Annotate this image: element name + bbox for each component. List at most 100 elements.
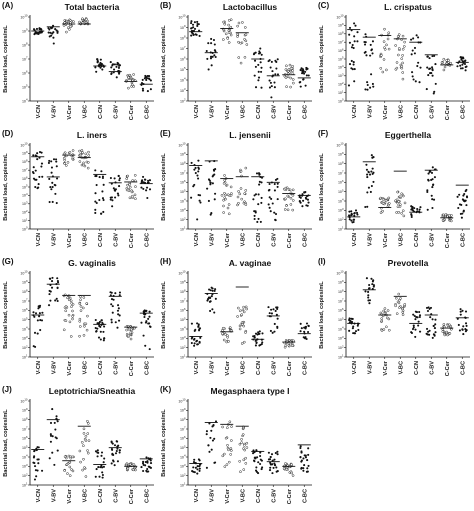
data-point xyxy=(238,309,242,313)
data-point xyxy=(371,40,375,43)
data-point xyxy=(244,166,248,170)
data-point xyxy=(141,78,144,81)
data-point xyxy=(82,427,86,431)
y-tick-label: 109 xyxy=(180,151,186,157)
data-point xyxy=(396,202,400,205)
data-point xyxy=(269,81,272,84)
data-point xyxy=(146,90,149,93)
panel-title: G. vaginalis xyxy=(68,258,116,268)
data-point xyxy=(268,206,271,209)
x-tick-label: V-CN xyxy=(352,361,358,374)
x-tick-label: C-CN xyxy=(256,105,262,119)
data-point xyxy=(419,206,422,209)
data-point xyxy=(190,20,193,23)
data-point xyxy=(191,32,194,35)
data-point xyxy=(79,460,82,464)
data-point xyxy=(192,185,195,188)
data-point xyxy=(83,437,87,441)
data-point xyxy=(367,171,370,174)
y-tick-label: 106 xyxy=(180,56,186,62)
data-point xyxy=(236,32,239,36)
data-point xyxy=(206,187,209,190)
data-point xyxy=(229,453,232,456)
data-point xyxy=(86,420,89,423)
data-point xyxy=(388,328,391,332)
data-point xyxy=(383,46,386,49)
data-point xyxy=(82,296,86,299)
data-point xyxy=(198,29,201,32)
data-point xyxy=(401,313,405,316)
data-point xyxy=(148,179,152,182)
data-point xyxy=(403,45,406,48)
data-point xyxy=(100,454,103,457)
data-point xyxy=(348,329,351,332)
data-point xyxy=(197,167,200,170)
data-point xyxy=(276,182,279,185)
data-point xyxy=(87,451,90,455)
data-point xyxy=(366,173,369,176)
data-point xyxy=(418,208,421,211)
x-tick-label: C-BV xyxy=(429,361,435,375)
data-point xyxy=(102,198,105,202)
data-point xyxy=(128,183,132,186)
data-point xyxy=(463,62,467,66)
data-point xyxy=(198,34,201,38)
x-tick-label: C-BC xyxy=(460,105,466,119)
data-point xyxy=(306,459,309,462)
data-point xyxy=(129,76,133,80)
data-point xyxy=(213,311,216,314)
x-tick-label: C-Cer xyxy=(445,360,451,376)
data-point xyxy=(32,456,35,459)
data-point xyxy=(401,310,405,314)
data-point xyxy=(304,454,307,457)
data-point xyxy=(397,53,400,57)
y-tick-label: 103 xyxy=(338,207,344,213)
data-point xyxy=(198,467,201,470)
data-point xyxy=(465,188,468,191)
data-point xyxy=(49,299,52,302)
data-point xyxy=(242,447,245,450)
data-point xyxy=(84,18,88,21)
data-point xyxy=(260,459,263,462)
data-point xyxy=(271,70,274,73)
y-tick-label: 1010 xyxy=(336,142,344,148)
data-point xyxy=(94,169,97,172)
data-point xyxy=(196,218,199,221)
data-point xyxy=(289,67,293,70)
data-point xyxy=(68,28,71,31)
data-point xyxy=(418,81,421,84)
data-point xyxy=(425,88,428,91)
data-point xyxy=(111,199,114,202)
data-point xyxy=(197,177,200,180)
y-axis-label: Bacterial load, copies/mL xyxy=(3,25,9,93)
data-point xyxy=(193,168,196,171)
data-point xyxy=(117,307,120,310)
panel-letter: (I) xyxy=(318,257,326,266)
data-point xyxy=(307,464,310,467)
data-point xyxy=(71,317,74,321)
y-tick-label: 105 xyxy=(180,444,186,450)
data-point xyxy=(443,65,447,69)
data-point xyxy=(259,51,262,54)
data-point xyxy=(223,452,226,456)
data-point xyxy=(267,458,270,461)
data-point xyxy=(431,166,434,169)
y-tick-label: 102 xyxy=(338,216,344,222)
data-point xyxy=(99,338,102,341)
y-tick-label: 106 xyxy=(22,175,28,181)
data-point xyxy=(271,331,274,334)
data-point xyxy=(270,96,273,99)
data-point xyxy=(226,206,230,210)
y-tick-label: 104 xyxy=(22,192,28,198)
data-point xyxy=(240,313,244,316)
data-point xyxy=(65,164,68,167)
data-point xyxy=(257,461,260,464)
data-point xyxy=(206,299,209,302)
data-point xyxy=(111,448,114,451)
data-point xyxy=(140,180,143,183)
x-tick-label: V-BC xyxy=(398,361,404,374)
data-point xyxy=(410,331,413,334)
data-point xyxy=(416,65,419,68)
data-point xyxy=(213,437,216,440)
data-point xyxy=(300,450,303,453)
